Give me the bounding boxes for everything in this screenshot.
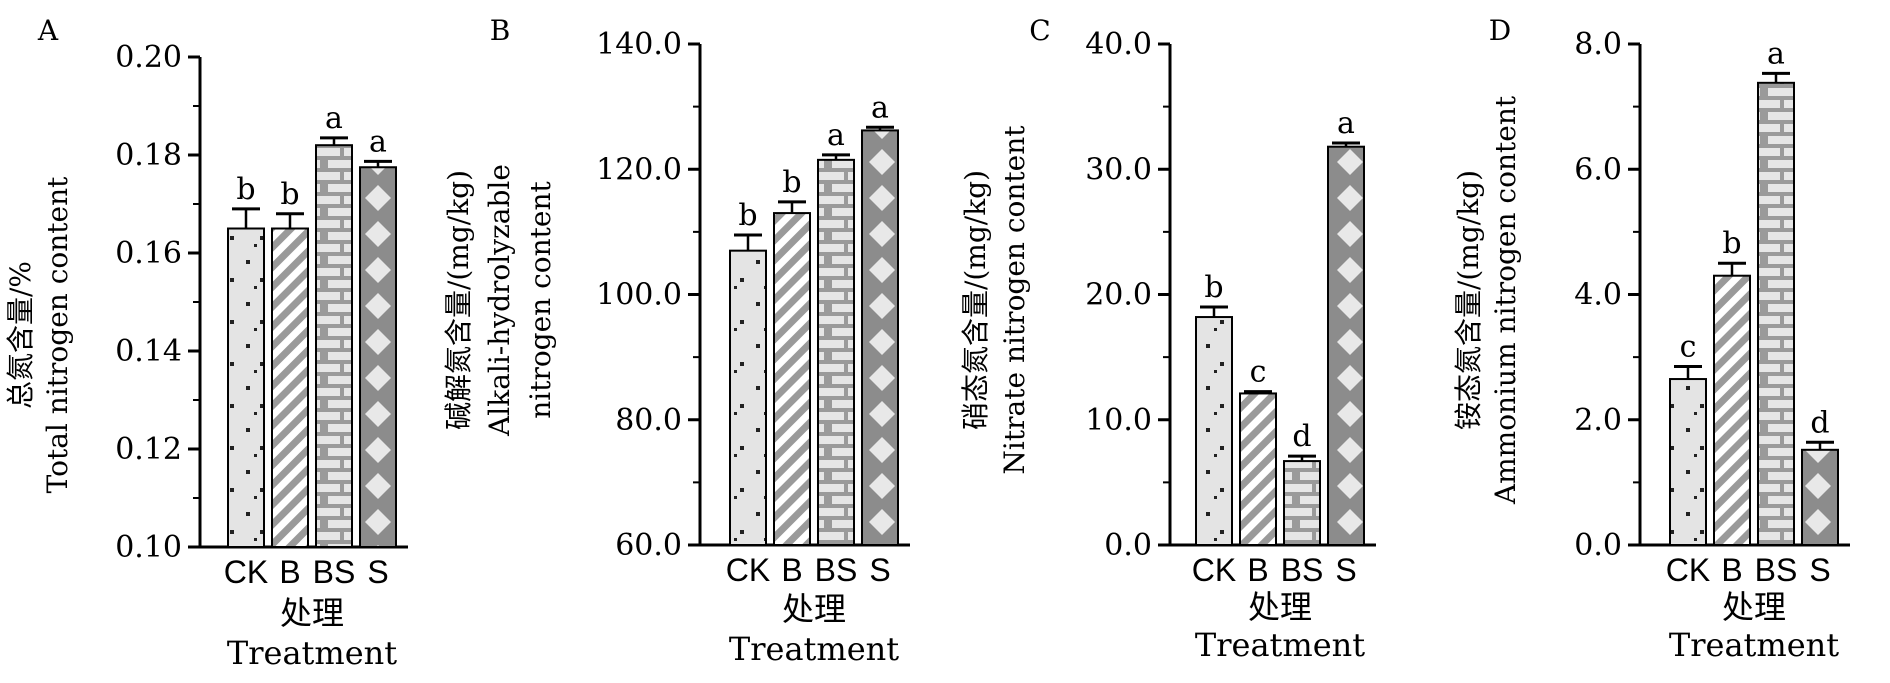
- x-tick-label: B: [1721, 552, 1742, 588]
- significance-label: a: [369, 124, 387, 159]
- significance-label: a: [827, 118, 845, 153]
- x-axis-label-en: Treatment: [1195, 626, 1365, 664]
- panel-A: A 0.10 0.12 0.14 0.16 0.18 0.20 总氮含量/% Total nit…: [4, 14, 408, 672]
- x-axis-label-cn: 处理: [280, 594, 344, 632]
- y-tick-label: 120.0: [596, 152, 682, 187]
- y-tick-label: 80.0: [615, 403, 682, 438]
- bar-CK: [1669, 378, 1707, 547]
- x-axis-label-cn: 处理: [1248, 588, 1312, 626]
- x-axis-label-en: Treatment: [227, 634, 397, 672]
- significance-label: c: [1680, 330, 1697, 365]
- y-tick-label: 0.18: [115, 138, 182, 173]
- y-tick-label: 0.10: [115, 530, 182, 565]
- y-axis-label: 总氮含量/%: [4, 261, 37, 409]
- bar-BS: [1757, 81, 1795, 546]
- y-axis-label: Ammonium nitrogen content: [1489, 95, 1522, 505]
- significance-label: b: [738, 198, 757, 233]
- significance-label: b: [236, 172, 255, 207]
- significance-label: b: [280, 177, 299, 212]
- y-tick-label: 0.16: [115, 236, 182, 271]
- y-tick-label: 100.0: [596, 278, 682, 313]
- bar-CK: [1195, 316, 1233, 547]
- y-tick-label: 6.0: [1574, 152, 1622, 187]
- significance-label: a: [1767, 36, 1785, 71]
- panel-label: C: [1029, 14, 1050, 47]
- bar-S: [359, 166, 397, 548]
- bar-BS: [315, 144, 353, 548]
- y-tick-label: 0.12: [115, 432, 182, 467]
- panel-B: B 60.0 80.0 100.0 120.0 140.0 碱解氮含量/(mg/kg) Alk…: [442, 14, 910, 668]
- x-tick-label: B: [279, 554, 300, 590]
- y-axis-label: Alkali-hydrolyzable: [483, 164, 516, 437]
- bar-B: [1239, 392, 1277, 547]
- significance-label: b: [782, 165, 801, 200]
- x-axis-label-en: Treatment: [729, 630, 899, 668]
- x-tick-label: CK: [1666, 552, 1710, 588]
- x-axis-label-en: Treatment: [1669, 626, 1839, 664]
- panel-label: B: [490, 14, 511, 47]
- bar-S: [1327, 145, 1365, 547]
- x-tick-label: CK: [726, 552, 770, 588]
- panel-label: D: [1489, 14, 1511, 47]
- y-tick-label: 140.0: [596, 27, 682, 62]
- panel-D: D 0.0 2.0 4.0 6.0 8.0 铵态氮含量/(mg/kg) Ammonium ni…: [1452, 14, 1850, 664]
- bar-B: [271, 227, 309, 548]
- x-axis-label-cn: 处理: [782, 590, 846, 628]
- y-tick-label: 20.0: [1085, 278, 1152, 313]
- x-axis-label-cn: 处理: [1722, 588, 1786, 626]
- significance-label: b: [1722, 226, 1741, 261]
- x-tick-label: BS: [1281, 552, 1324, 588]
- x-tick-label: CK: [224, 554, 268, 590]
- y-tick-label: 0.0: [1104, 528, 1152, 563]
- x-tick-label: BS: [815, 552, 858, 588]
- x-tick-label: S: [367, 554, 388, 590]
- bar-S: [861, 129, 899, 547]
- x-tick-label: B: [781, 552, 802, 588]
- y-tick-label: 0.14: [115, 334, 182, 369]
- bar-S: [1801, 448, 1839, 546]
- significance-label: a: [325, 101, 343, 136]
- y-axis-label: nitrogen content: [524, 180, 557, 418]
- significance-label: b: [1204, 270, 1223, 305]
- y-tick-label: 0.0: [1574, 528, 1622, 563]
- y-tick-label: 10.0: [1085, 403, 1152, 438]
- y-tick-label: 8.0: [1574, 27, 1622, 62]
- bar-CK: [729, 249, 767, 546]
- y-axis-label: 铵态氮含量/(mg/kg): [1452, 170, 1485, 430]
- bar-B: [1713, 274, 1751, 546]
- y-axis-label: 硝态氮含量/(mg/kg): [959, 170, 992, 430]
- y-axis-label: Total nitrogen content: [41, 176, 74, 493]
- significance-label: d: [1292, 419, 1311, 454]
- x-tick-label: BS: [1755, 552, 1798, 588]
- panel-label: A: [37, 14, 59, 47]
- bar-BS: [817, 158, 855, 546]
- x-tick-label: B: [1247, 552, 1268, 588]
- x-tick-label: BS: [313, 554, 356, 590]
- x-tick-label: S: [1809, 552, 1830, 588]
- y-axis-label: Nitrate nitrogen content: [998, 125, 1031, 475]
- y-tick-label: 60.0: [615, 528, 682, 563]
- significance-label: d: [1810, 405, 1829, 440]
- bar-BS: [1283, 460, 1321, 546]
- x-tick-label: S: [1335, 552, 1356, 588]
- y-axis-label: 碱解氮含量/(mg/kg): [442, 170, 475, 430]
- significance-label: a: [871, 90, 889, 125]
- y-tick-label: 0.20: [115, 40, 182, 75]
- significance-label: a: [1337, 106, 1355, 141]
- y-tick-label: 2.0: [1574, 403, 1622, 438]
- y-tick-label: 4.0: [1574, 278, 1622, 313]
- x-tick-label: S: [869, 552, 890, 588]
- y-tick-label: 30.0: [1085, 152, 1152, 187]
- y-tick-label: 40.0: [1085, 27, 1152, 62]
- bar-CK: [227, 227, 265, 548]
- significance-label: c: [1250, 355, 1267, 390]
- x-tick-label: CK: [1192, 552, 1236, 588]
- panel-C: C 0.0 10.0 20.0 30.0 40.0 硝态氮含量/(mg/kg) Nitrate…: [959, 14, 1376, 664]
- bar-B: [773, 212, 811, 546]
